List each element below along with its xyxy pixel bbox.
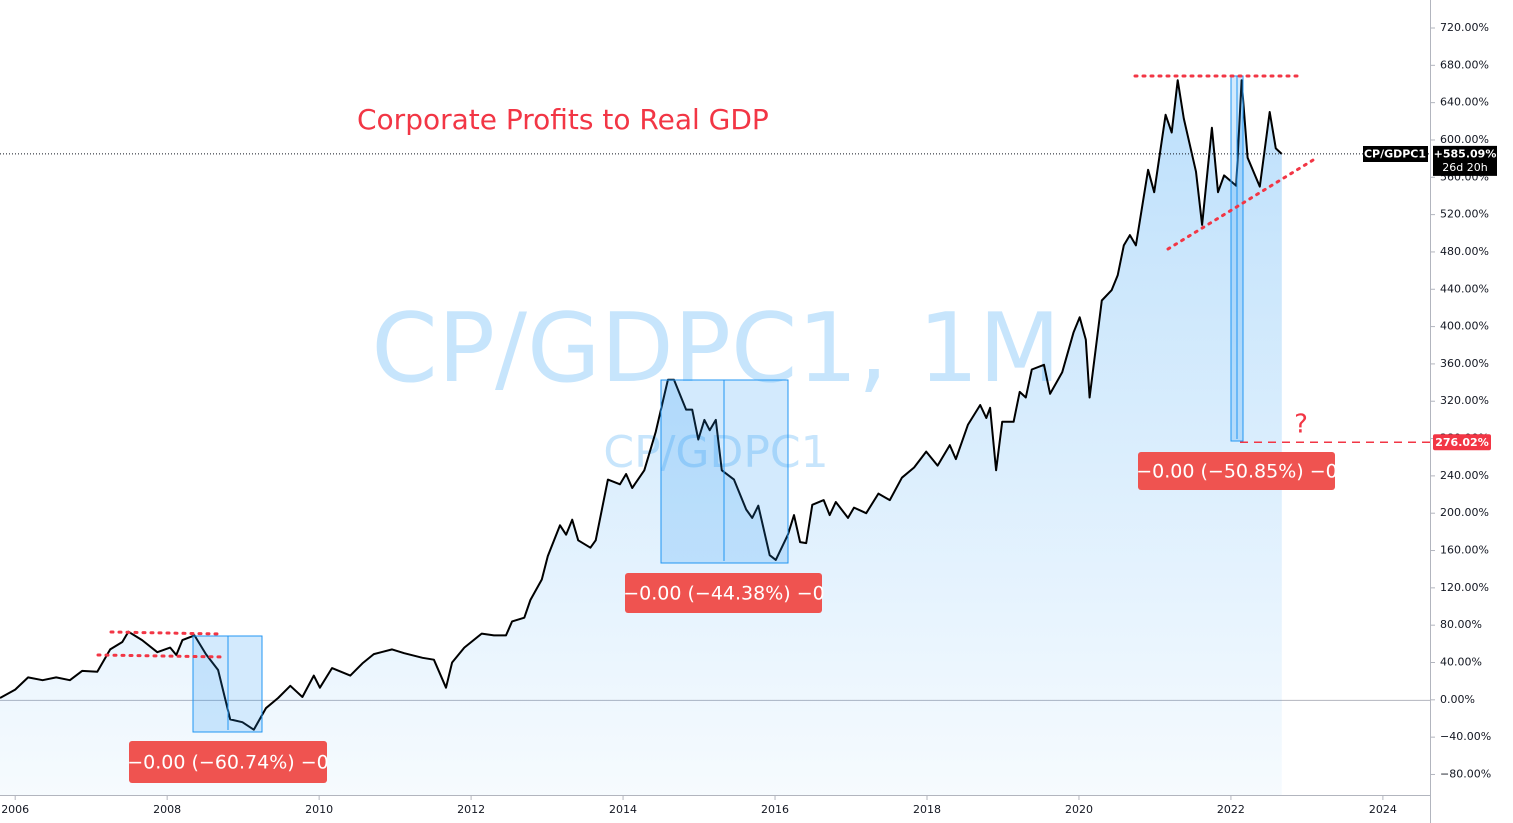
- trend-line: [96, 653, 227, 659]
- measure-label: −0.00 (−60.74%) −0: [127, 752, 329, 774]
- measure-label: −0.00 (−50.85%) −0: [1136, 461, 1338, 483]
- y-tick-label: 40.00%: [1440, 656, 1482, 669]
- measure-label: −0.00 (−44.38%) −0: [623, 583, 825, 605]
- trend-line: [109, 630, 224, 636]
- target-label-bg: [1433, 434, 1491, 451]
- countdown-label: 26d 20h: [1442, 161, 1487, 174]
- x-tick-label: 2020: [1065, 803, 1093, 816]
- y-tick-label: 720.00%: [1440, 21, 1489, 34]
- measure-label-bg: [1138, 452, 1335, 490]
- measure-label-bg: [129, 741, 327, 783]
- y-tick-label: −80.00%: [1440, 767, 1491, 780]
- y-tick-label: 600.00%: [1440, 133, 1489, 146]
- y-tick-label: 400.00%: [1440, 320, 1489, 333]
- y-tick-label: 680.00%: [1440, 58, 1489, 71]
- trend-lines: [96, 74, 1320, 659]
- x-tick-label: 2012: [457, 803, 485, 816]
- area-fill: [0, 80, 1282, 795]
- target-label: 276.02%: [1435, 436, 1488, 449]
- y-tick-label: 320.00%: [1440, 394, 1489, 407]
- y-tick-label: −40.00%: [1440, 730, 1491, 743]
- x-tick-label: 2018: [913, 803, 941, 816]
- y-tick-label: 240.00%: [1440, 469, 1489, 482]
- x-tick-label: 2022: [1217, 803, 1245, 816]
- y-tick-label: 0.00%: [1440, 693, 1475, 706]
- y-tick-label: 200.00%: [1440, 506, 1489, 519]
- watermark: CP/GDPC1, 1M: [371, 294, 1060, 404]
- x-tick-label: 2010: [305, 803, 333, 816]
- x-tick-label: 2024: [1369, 803, 1397, 816]
- question-mark: ?: [1294, 410, 1308, 440]
- x-tick-label: 2014: [609, 803, 637, 816]
- x-tick-label: 2006: [1, 803, 29, 816]
- y-tick-label: 360.00%: [1440, 357, 1489, 370]
- last-price-label-bg: [1433, 145, 1497, 176]
- y-tick-label: 80.00%: [1440, 618, 1482, 631]
- plot: [0, 79, 1430, 795]
- x-tick-label: 2008: [153, 803, 181, 816]
- measure-tool: −0.00 (−50.85%) −0: [1136, 75, 1338, 490]
- x-tick-label: 2016: [761, 803, 789, 816]
- y-tick-label: 160.00%: [1440, 544, 1489, 557]
- y-tick-label: 520.00%: [1440, 208, 1489, 221]
- y-tick-label: 480.00%: [1440, 245, 1489, 258]
- symbol-label: CP/GDPC1: [1364, 148, 1426, 161]
- measure-label-bg: [625, 573, 822, 613]
- symbol-label-bg: [1363, 146, 1428, 162]
- measure-tool: −0.00 (−44.38%) −0: [623, 379, 825, 613]
- axes: −80.00% −40.00% 0.00% 40.00% 80.00% 120.00% 16…: [1, 21, 1491, 816]
- y-tick-label: 120.00%: [1440, 581, 1489, 594]
- measure-tool: −0.00 (−60.74%) −0: [127, 635, 329, 783]
- chart-title: Corporate Profits to Real GDP: [357, 103, 769, 136]
- price-line: [0, 79, 1283, 731]
- y-tick-label: 440.00%: [1440, 282, 1489, 295]
- price-labels: CP/GDPC1 +585.09%26d 20h 276.02%: [1363, 145, 1497, 451]
- trend-line: [1166, 155, 1320, 251]
- last-price-label: +585.09%: [1434, 147, 1497, 160]
- y-tick-label: 640.00%: [1440, 96, 1489, 109]
